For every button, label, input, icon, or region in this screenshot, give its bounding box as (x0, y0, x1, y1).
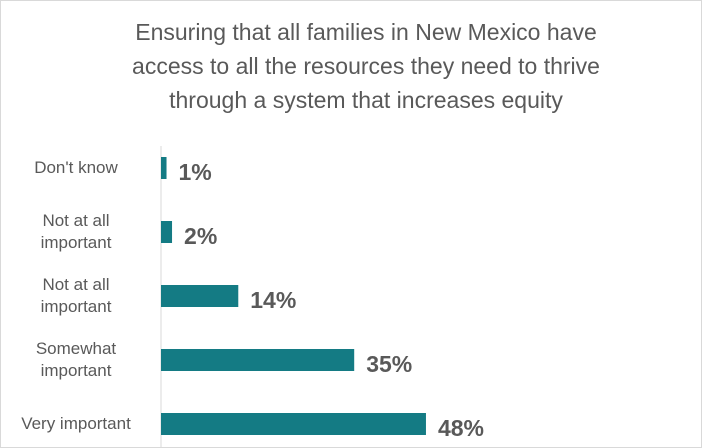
bar (161, 413, 426, 435)
data-label: 1% (179, 159, 212, 185)
category-label: Not at all important (40, 211, 112, 252)
bar (161, 285, 239, 307)
category-label: Don't know (34, 158, 118, 177)
data-label: 48% (438, 415, 484, 441)
data-label: 35% (366, 351, 412, 377)
bar (161, 349, 355, 371)
bar (161, 157, 167, 179)
data-label: 2% (184, 223, 217, 249)
category-label: Not at all important (40, 275, 112, 316)
data-label: 14% (250, 287, 296, 313)
category-label: Very important (21, 414, 131, 433)
category-label: Somewhat important (35, 339, 117, 380)
bar (161, 221, 173, 243)
chart-title: Ensuring that all families in New Mexico… (132, 19, 600, 113)
